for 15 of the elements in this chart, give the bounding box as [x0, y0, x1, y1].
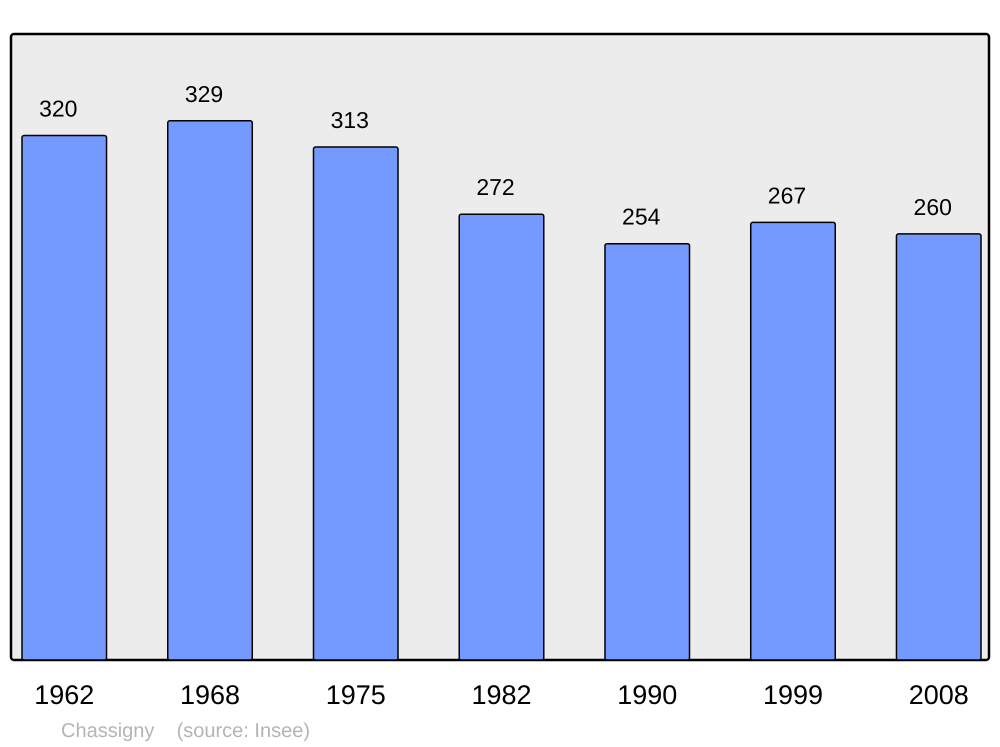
text: Chassigny (source: Insee)	[61, 720, 310, 742]
x-tick-label: 1968	[180, 680, 240, 710]
data-label: 329	[184, 80, 224, 107]
data-label: 267	[768, 182, 806, 208]
x-tick-label: 1990	[617, 680, 678, 710]
x-tick-label: 2008	[908, 680, 969, 710]
x-tick-label: 1982	[471, 680, 532, 710]
data-label: 272	[476, 174, 515, 200]
data-label: 260	[914, 194, 952, 220]
data-label: 313	[330, 107, 369, 134]
x-tick-label: 1999	[762, 680, 824, 710]
data-label: 254	[622, 204, 661, 230]
x-tick-label: 1975	[326, 680, 386, 710]
data-label: 320	[39, 96, 78, 122]
x-tick-label: 1962	[34, 680, 94, 710]
